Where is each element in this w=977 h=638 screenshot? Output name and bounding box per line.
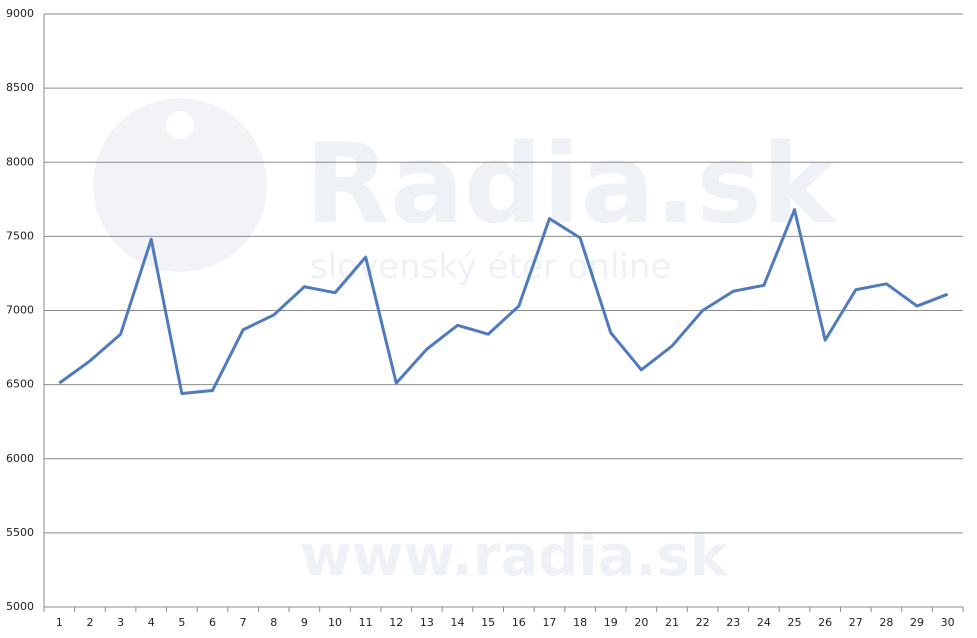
x-tick-label: 6 [209, 616, 216, 629]
x-tick-label: 20 [634, 616, 648, 629]
x-tick-label: 24 [757, 616, 771, 629]
x-tick-label: 25 [788, 616, 802, 629]
x-tick-label: 22 [696, 616, 710, 629]
x-tick-label: 21 [665, 616, 679, 629]
watermark-logo-dot [166, 111, 194, 139]
x-tick-label: 19 [604, 616, 618, 629]
watermark: Radia.sk [305, 120, 838, 248]
watermark: www.radia.sk [300, 524, 729, 589]
x-tick-label: 17 [542, 616, 556, 629]
x-tick-label: 13 [420, 616, 434, 629]
x-tick-label: 8 [270, 616, 277, 629]
x-tick-label: 27 [849, 616, 863, 629]
x-tick-label: 28 [879, 616, 893, 629]
x-tick-label: 23 [726, 616, 740, 629]
y-tick-label: 8000 [6, 155, 34, 168]
x-tick-label: 7 [240, 616, 247, 629]
x-tick-label: 26 [818, 616, 832, 629]
y-tick-label: 8500 [6, 81, 34, 94]
x-tick-label: 3 [117, 616, 124, 629]
x-tick-label: 9 [301, 616, 308, 629]
x-tick-label: 2 [86, 616, 93, 629]
y-tick-label: 6500 [6, 378, 34, 391]
x-tick-label: 10 [328, 616, 342, 629]
x-tick-label: 16 [512, 616, 526, 629]
y-tick-label: 5000 [6, 600, 34, 613]
watermark-logo [93, 98, 267, 272]
x-tick-label: 12 [389, 616, 403, 629]
x-tick-label: 18 [573, 616, 587, 629]
line [58, 208, 949, 396]
x-tick-label: 15 [481, 616, 495, 629]
watermark: slovenský éter online [310, 247, 671, 287]
y-tick-label: 9000 [6, 7, 34, 20]
x-tick-label: 4 [148, 616, 155, 629]
x-tick-label: 30 [941, 616, 955, 629]
x-tick-label: 1 [56, 616, 63, 629]
x-tick-label: 29 [910, 616, 924, 629]
x-tick-label: 14 [451, 616, 465, 629]
y-tick-label: 7000 [6, 304, 34, 317]
y-tick-label: 5500 [6, 526, 34, 539]
x-tick-label: 5 [178, 616, 185, 629]
x-tick-label: 11 [359, 616, 373, 629]
y-tick-label: 6000 [6, 452, 34, 465]
y-tick-label: 7500 [6, 229, 34, 242]
